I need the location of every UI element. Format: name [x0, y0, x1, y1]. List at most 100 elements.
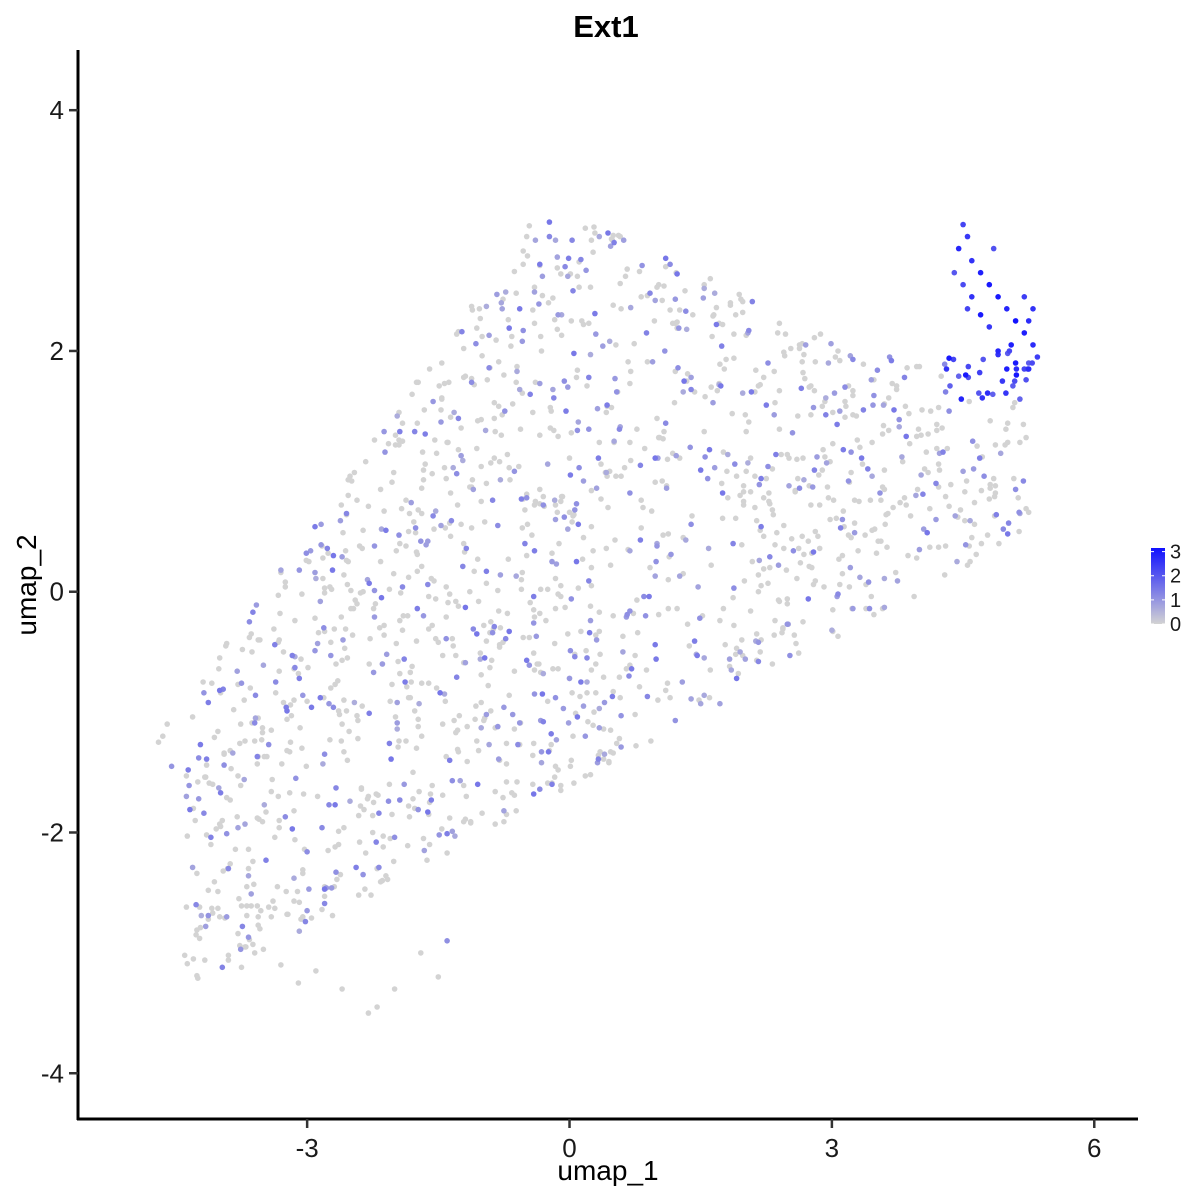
cell-point [356, 839, 363, 845]
cell-point [415, 806, 422, 813]
cell-point [963, 478, 970, 484]
cell-point [552, 575, 559, 582]
cell-point [1011, 475, 1017, 482]
cell-point [935, 544, 942, 550]
cell-point [845, 532, 852, 538]
cell-point [257, 637, 263, 643]
cell-point [501, 704, 507, 711]
cell-point [325, 847, 331, 854]
cell-point [569, 519, 575, 525]
cell-point [519, 338, 526, 345]
cell-point [538, 348, 545, 354]
cell-point [587, 771, 594, 778]
cell-point [865, 466, 871, 472]
cell-point [902, 403, 909, 410]
cell-point [620, 633, 626, 640]
cell-point [660, 532, 666, 538]
cell-point [935, 404, 942, 411]
cell-point [473, 340, 479, 347]
cell-point [765, 580, 771, 587]
cell-point [740, 483, 747, 489]
cell-point [392, 714, 399, 720]
cell-point [523, 657, 530, 664]
cell-point [308, 704, 315, 711]
cell-point [364, 796, 371, 802]
cell-point [451, 717, 457, 724]
cell-point [601, 751, 608, 757]
cell-point [296, 928, 303, 934]
cell-point [558, 787, 564, 794]
cell-point [713, 304, 720, 311]
cell-point [209, 910, 216, 916]
cell-point [253, 602, 260, 608]
cell-point [320, 575, 326, 582]
cell-point [443, 614, 450, 620]
cell-point [832, 354, 839, 360]
cell-point [361, 806, 367, 813]
cell-point [321, 751, 328, 757]
cell-point [304, 849, 310, 855]
cell-point [501, 808, 507, 814]
cell-point [704, 475, 711, 482]
cell-point [954, 558, 960, 565]
cell-point [1005, 520, 1012, 526]
cell-point [379, 661, 386, 667]
cell-point [733, 473, 740, 480]
cell-point [851, 497, 858, 504]
cell-point [721, 366, 728, 372]
cell-point [829, 627, 835, 633]
cell-point [392, 442, 399, 448]
cell-point [1025, 318, 1032, 324]
cell-point [313, 575, 319, 582]
cell-point [216, 914, 223, 920]
cell-point [580, 478, 587, 484]
cell-point [776, 426, 783, 433]
cell-point [486, 332, 492, 339]
cell-point [350, 605, 357, 612]
cell-point [484, 377, 491, 383]
cell-point [469, 477, 476, 483]
cell-point [742, 656, 749, 662]
cell-point [987, 418, 993, 424]
cell-point [576, 464, 582, 471]
cell-point [501, 818, 507, 825]
cell-point [425, 680, 432, 686]
cell-point [530, 409, 536, 416]
cell-point [371, 543, 378, 549]
cell-point [728, 667, 735, 673]
cell-point [1012, 318, 1019, 324]
cell-point [438, 522, 444, 529]
cell-point [425, 538, 431, 544]
cell-point [947, 383, 953, 389]
cell-point [453, 598, 459, 605]
cell-point [960, 281, 966, 288]
cell-point [544, 698, 551, 705]
cell-point [312, 615, 318, 621]
cell-point [571, 350, 577, 357]
cell-point [731, 622, 737, 629]
cell-point [662, 420, 669, 427]
cell-point [275, 793, 282, 800]
cell-point [495, 403, 502, 410]
cell-point [548, 741, 554, 748]
cell-point [555, 312, 561, 318]
cell-point [1017, 396, 1023, 402]
cell-point [697, 700, 704, 707]
cell-point [610, 232, 616, 239]
cell-point [446, 757, 453, 764]
cell-point [572, 653, 578, 660]
cell-point [412, 525, 419, 531]
cell-point [708, 384, 714, 390]
cell-point [775, 562, 782, 568]
cell-point [429, 622, 436, 629]
cell-point [578, 628, 584, 635]
cell-point [1010, 383, 1016, 389]
cell-point [857, 574, 863, 581]
cell-point [784, 596, 791, 602]
cell-point [415, 507, 422, 513]
cell-point [781, 545, 787, 552]
cell-point [284, 911, 290, 918]
cell-point [164, 721, 170, 727]
cell-point [771, 368, 777, 375]
cell-point [518, 576, 525, 583]
